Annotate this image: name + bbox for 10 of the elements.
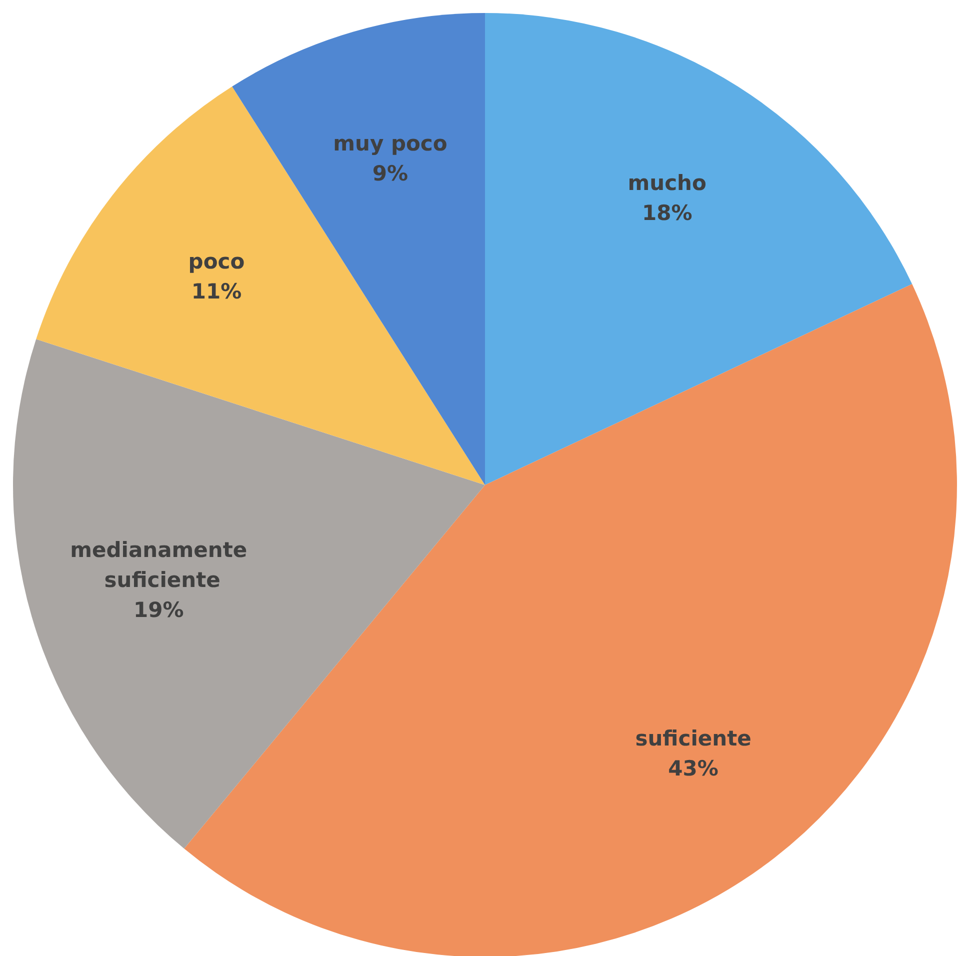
slice-label: poco — [188, 250, 245, 274]
data-label: 19% — [134, 598, 184, 622]
slice-label: medianamente suficiente — [70, 538, 248, 592]
data-label: 9% — [372, 162, 408, 186]
slice-label: mucho — [628, 171, 706, 196]
data-label: 18% — [642, 201, 692, 226]
slice-label: muy poco — [333, 132, 448, 156]
data-label: 43% — [668, 756, 718, 781]
slice-label: suficiente — [635, 726, 752, 751]
data-label: 11% — [191, 280, 242, 304]
